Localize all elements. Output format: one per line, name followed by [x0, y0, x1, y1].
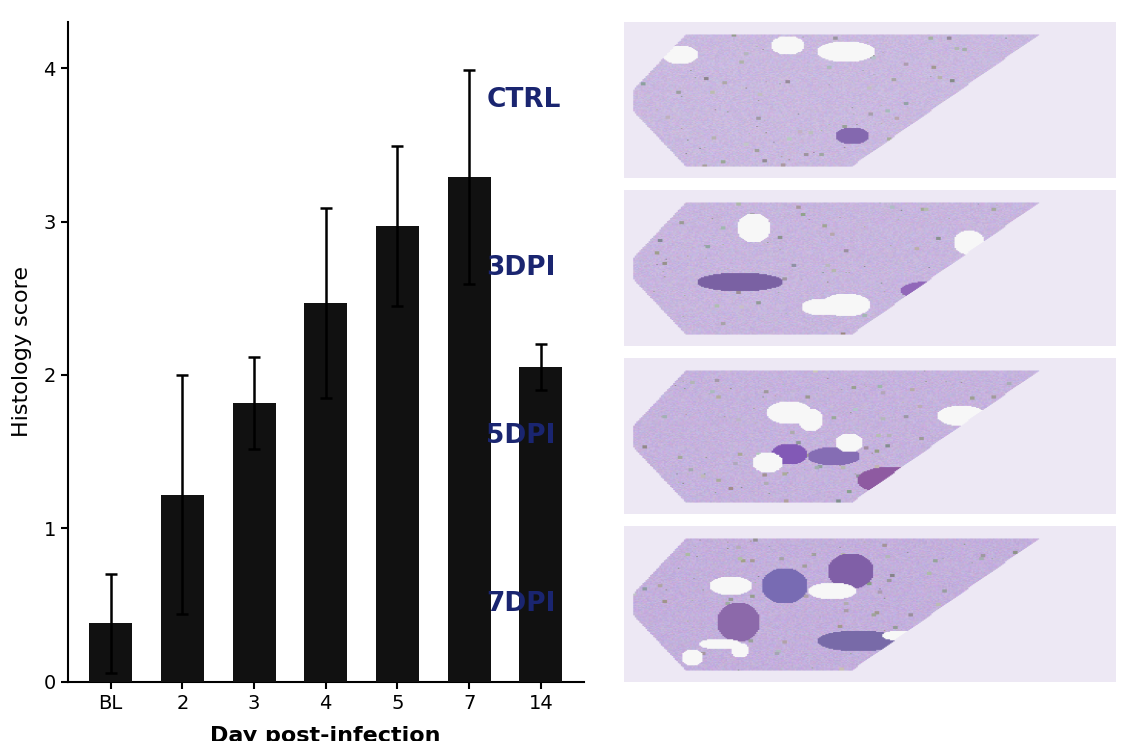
Bar: [232, 402, 275, 682]
Text: 7DPI: 7DPI: [487, 591, 556, 617]
Bar: [304, 303, 347, 682]
Bar: [161, 494, 204, 682]
Y-axis label: Histology score: Histology score: [12, 267, 33, 437]
Text: 3DPI: 3DPI: [487, 255, 556, 281]
Text: CTRL: CTRL: [487, 87, 561, 113]
Bar: [376, 226, 419, 682]
Text: 5DPI: 5DPI: [487, 423, 556, 449]
Bar: [89, 623, 132, 682]
Bar: [520, 368, 562, 682]
X-axis label: Day post-infection: Day post-infection: [211, 726, 441, 741]
Bar: [447, 177, 490, 682]
